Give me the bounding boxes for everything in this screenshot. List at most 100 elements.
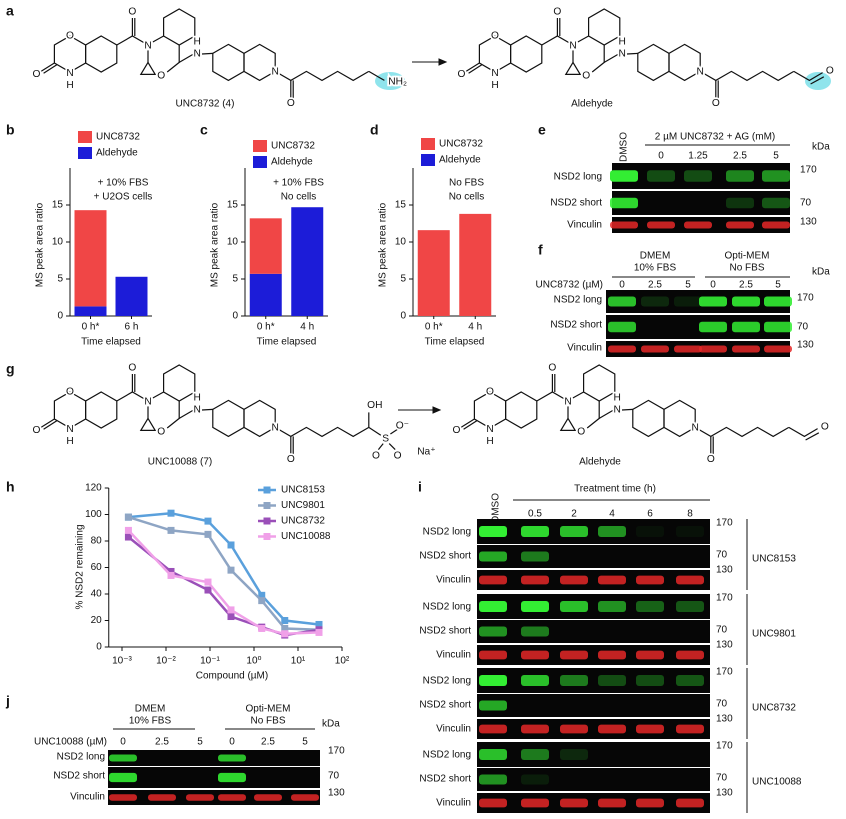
band bbox=[560, 601, 588, 612]
ring bbox=[243, 399, 276, 438]
data-point bbox=[281, 630, 289, 638]
lane-label: 0 bbox=[710, 280, 716, 291]
y-tick-label: 10 bbox=[227, 237, 239, 248]
band bbox=[636, 724, 664, 734]
panel-label: d bbox=[370, 122, 379, 138]
bar bbox=[291, 207, 324, 316]
kda-marker: 70 bbox=[797, 322, 809, 333]
atom-label: H bbox=[194, 393, 201, 404]
band bbox=[610, 170, 638, 182]
atom-label: H bbox=[486, 436, 493, 447]
blot-strip bbox=[477, 594, 710, 619]
blot-strip bbox=[612, 163, 790, 189]
atom-label: O bbox=[491, 31, 499, 42]
atom-label: O bbox=[32, 425, 40, 436]
unit-label: kDa bbox=[322, 719, 340, 730]
y-axis-label: MS peak area ratio bbox=[378, 202, 389, 287]
row-label: NSD2 long bbox=[423, 750, 471, 761]
blot-strip bbox=[477, 545, 710, 568]
bond bbox=[152, 391, 164, 399]
row-label: Vinculin bbox=[567, 343, 602, 354]
band bbox=[764, 321, 792, 333]
x-tick-label: 10⁻² bbox=[156, 656, 176, 667]
atom-label: H bbox=[66, 80, 73, 91]
blot-strip bbox=[477, 519, 710, 544]
atom-label: H bbox=[66, 436, 73, 447]
ring bbox=[564, 61, 582, 76]
highlight bbox=[805, 72, 831, 90]
band bbox=[610, 197, 638, 209]
panel-label: g bbox=[6, 361, 15, 377]
kda-marker: 170 bbox=[797, 293, 814, 304]
y-tick-label: 80 bbox=[91, 536, 103, 547]
bond bbox=[464, 62, 480, 73]
bond bbox=[39, 62, 55, 73]
band bbox=[636, 650, 664, 660]
data-point bbox=[258, 624, 266, 632]
atom-label: N bbox=[194, 405, 201, 416]
kda-marker: 70 bbox=[800, 198, 812, 209]
x-axis-label: Time elapsed bbox=[425, 337, 485, 348]
y-axis-label: % NSD2 remaining bbox=[75, 524, 86, 609]
bar bbox=[115, 276, 148, 316]
row-label: NSD2 long bbox=[554, 172, 602, 183]
bond bbox=[43, 420, 58, 430]
band bbox=[479, 700, 507, 711]
compound-label: UNC9801 bbox=[752, 629, 796, 640]
lane-label: 2.5 bbox=[648, 280, 662, 291]
band bbox=[636, 675, 664, 686]
atom-label: O bbox=[826, 65, 834, 76]
bond bbox=[810, 76, 825, 85]
atom-label: O bbox=[66, 31, 74, 42]
atom-label: O bbox=[712, 98, 720, 109]
y-tick-label: 0 bbox=[57, 311, 63, 322]
x-axis-label: Time elapsed bbox=[81, 337, 141, 348]
group-label: No FBS bbox=[250, 716, 285, 727]
ring bbox=[243, 43, 276, 82]
lane-label: 5 bbox=[773, 151, 779, 162]
legend-label: UNC8153 bbox=[281, 485, 325, 496]
x-tick-label: 10⁰ bbox=[246, 656, 261, 667]
band bbox=[608, 345, 636, 353]
lane-label: 0 bbox=[619, 280, 625, 291]
atom-label: O bbox=[157, 426, 165, 437]
band bbox=[521, 650, 549, 660]
x-axis-label: Time elapsed bbox=[257, 337, 317, 348]
bond bbox=[572, 391, 584, 399]
y-axis-label: MS peak area ratio bbox=[35, 202, 46, 287]
bond bbox=[152, 35, 164, 43]
atom-label: O bbox=[287, 454, 295, 465]
legend-swatch bbox=[78, 147, 92, 159]
annotation: No FBS bbox=[449, 178, 484, 189]
atom-label: O bbox=[128, 7, 136, 18]
legend-label: Aldehyde bbox=[439, 155, 481, 166]
legend-label: UNC10088 bbox=[281, 531, 331, 542]
legend-marker bbox=[263, 533, 271, 540]
band bbox=[699, 296, 727, 307]
kda-marker: 130 bbox=[328, 788, 345, 799]
panel-label: e bbox=[538, 122, 546, 138]
band bbox=[641, 345, 669, 353]
lane-label: DMSO bbox=[619, 132, 630, 162]
atom-label: H bbox=[194, 37, 201, 48]
band bbox=[479, 650, 507, 660]
band bbox=[699, 345, 727, 353]
x-tick-label: 0 h* bbox=[257, 322, 275, 333]
band bbox=[598, 526, 626, 537]
legend-label: UNC8732 bbox=[281, 516, 325, 527]
legend-swatch bbox=[421, 154, 435, 166]
kda-marker: 130 bbox=[797, 340, 814, 351]
band bbox=[674, 296, 702, 307]
data-point bbox=[258, 597, 266, 605]
band bbox=[521, 774, 549, 785]
kda-marker: 130 bbox=[716, 565, 733, 576]
data-point bbox=[167, 567, 175, 575]
kda-marker: 130 bbox=[716, 788, 733, 799]
y-tick-label: 120 bbox=[85, 483, 102, 494]
band bbox=[479, 626, 507, 637]
data-point bbox=[315, 620, 323, 628]
band bbox=[479, 798, 507, 808]
blot-strip bbox=[108, 750, 320, 766]
band bbox=[598, 601, 626, 612]
